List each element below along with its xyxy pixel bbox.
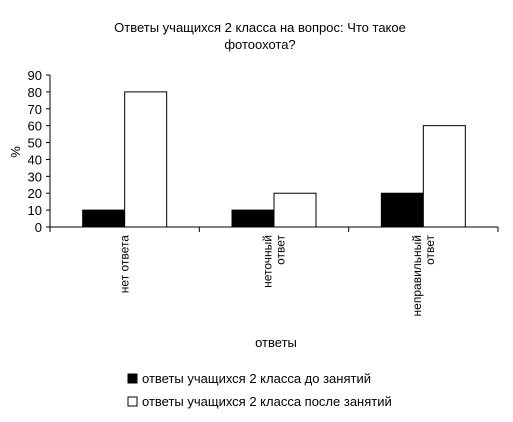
y-tick-label-0: 0 xyxy=(35,220,42,235)
bar-series-1-3 xyxy=(380,192,424,228)
chart-title-line-1: Ответы учащихся 2 класса на вопрос: Что … xyxy=(114,20,406,35)
x-axis-label: ответы xyxy=(255,335,297,350)
x-tick-label-1-1: нет ответа xyxy=(118,235,132,294)
bar-series-2-3 xyxy=(422,125,466,228)
y-tick-label-2: 20 xyxy=(28,186,42,201)
bar-series-1-2 xyxy=(231,209,275,228)
x-tick-label-2-1: неточный xyxy=(261,235,275,288)
y-tick-label-8: 80 xyxy=(28,85,42,100)
legend-label-after: ответы учащихся 2 класса после занятий xyxy=(142,394,392,409)
bar-series-2-1 xyxy=(124,91,168,228)
y-tick-label-1: 10 xyxy=(28,203,42,218)
y-tick-label-6: 60 xyxy=(28,119,42,134)
x-tick-label-2-2: ответ xyxy=(274,235,288,265)
chart-title-line-2: фотоохота? xyxy=(224,37,295,52)
y-axis-label: % xyxy=(8,146,23,158)
y-tick-label-3: 30 xyxy=(28,169,42,184)
bar-series-2-2 xyxy=(273,192,317,228)
x-tick-label-3-2: ответ xyxy=(423,235,437,265)
x-tick-label-3-1: неправильный xyxy=(410,235,424,316)
y-tick-label-7: 70 xyxy=(28,102,42,117)
legend-swatch-after xyxy=(127,396,138,407)
legend-swatch-before xyxy=(127,373,138,384)
legend-label-before: ответы учащихся 2 класса до занятий xyxy=(142,371,371,386)
legend: ответы учащихся 2 класса до занятий отве… xyxy=(127,371,392,409)
y-tick-label-9: 90 xyxy=(28,68,42,83)
y-tick-label-4: 40 xyxy=(28,152,42,167)
y-tick-label-5: 50 xyxy=(28,136,42,151)
bar-series-1-1 xyxy=(82,209,126,228)
